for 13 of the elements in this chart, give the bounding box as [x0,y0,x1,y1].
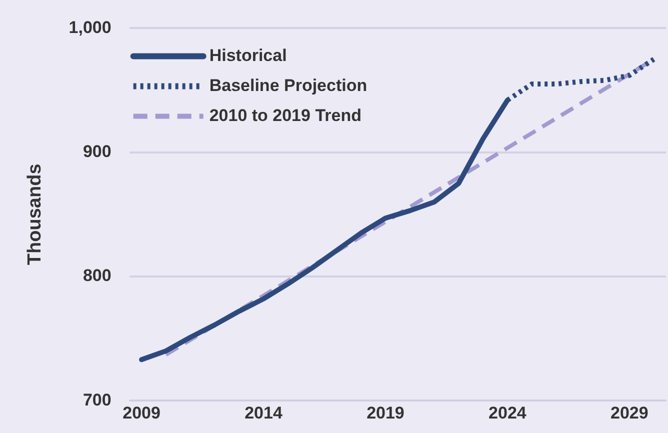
y-tick-label: 800 [82,266,112,286]
y-axis-title: Thousands [24,164,46,266]
legend-label: Historical [209,46,287,65]
y-tick-label: 700 [82,390,112,410]
x-tick-label: 2029 [610,403,648,422]
y-tick-label: 900 [82,142,112,162]
x-tick-label: 2014 [244,403,283,422]
x-tick-label: 2019 [366,403,404,422]
y-tick-label: 1,000 [68,18,112,37]
x-tick-label: 2024 [488,403,527,422]
legend-label: 2010 to 2019 Trend [209,106,362,125]
x-tick-label: 2009 [122,403,160,422]
legend-label: Baseline Projection [209,76,368,95]
